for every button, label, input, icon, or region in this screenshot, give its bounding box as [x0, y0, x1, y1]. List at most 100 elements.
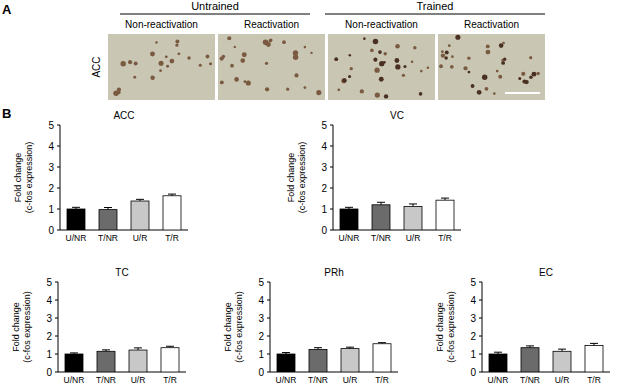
- cell-nucleus: [529, 56, 532, 59]
- micrograph: [328, 34, 435, 100]
- x-tick-label: U/R: [555, 375, 570, 385]
- y-axis-label-line: Fold change: [286, 153, 296, 203]
- y-tick-label: 2: [48, 183, 54, 194]
- x-tick-label: T/NR: [96, 375, 116, 385]
- y-tick: [267, 300, 270, 301]
- cell-nucleus: [199, 64, 202, 67]
- y-tick-label: 5: [321, 120, 327, 131]
- chart-title: ACC: [113, 110, 134, 121]
- cell-nucleus: [150, 76, 154, 80]
- cell-nucleus: [518, 77, 521, 80]
- bar-chart: ECFold change(c-fos expression)012345U/N…: [435, 267, 611, 385]
- y-axis-label-line: Fold change: [13, 153, 23, 203]
- error-cap: [314, 347, 322, 348]
- y-axis-label: Fold change(c-fos expression): [223, 291, 244, 363]
- cell-nucleus: [363, 37, 366, 40]
- y-tick: [57, 209, 60, 210]
- y-tick: [330, 209, 333, 210]
- x-tick-label: T/R: [163, 375, 177, 385]
- x-tick-label: U/NR: [488, 375, 509, 385]
- y-tick: [479, 300, 482, 301]
- cell-nucleus: [413, 46, 417, 50]
- y-tick: [479, 282, 482, 283]
- bar-chart: ACCFold change(c-fos expression)012345U/…: [13, 110, 189, 243]
- cell-nucleus: [209, 62, 212, 65]
- cell-nucleus: [373, 58, 377, 62]
- error-cap: [526, 345, 534, 346]
- cell-nucleus: [187, 56, 191, 60]
- bar-chart: PRhFold change(c-fos expression)012345U/…: [223, 267, 399, 385]
- y-axis-label-line: (c-fos expression): [446, 291, 456, 363]
- cell-nucleus: [455, 35, 460, 40]
- cell-nucleus: [303, 86, 306, 89]
- x-tick-label: U/NR: [276, 375, 297, 385]
- cell-nucleus: [165, 55, 168, 58]
- micrograph: [108, 34, 215, 100]
- cell-nucleus: [128, 60, 132, 64]
- cell-nucleus: [341, 78, 346, 83]
- cell-nucleus: [445, 50, 449, 54]
- cell-nucleus: [477, 90, 482, 95]
- cell-nucleus: [383, 52, 387, 56]
- cell-nucleus: [316, 90, 321, 95]
- error-cap: [494, 352, 502, 353]
- bar: [163, 196, 181, 230]
- x-tick-label: U/R: [406, 233, 421, 243]
- y-tick: [479, 354, 482, 355]
- x-tick-label: U/NR: [64, 375, 85, 385]
- y-tick-label: 3: [46, 313, 52, 324]
- cell-nucleus: [175, 44, 178, 47]
- x-tick-label: U/NR: [66, 233, 87, 243]
- cell-nucleus: [419, 92, 423, 96]
- y-axis: [482, 282, 483, 372]
- y-tick: [267, 282, 270, 283]
- condition-label: Non-reactivation: [125, 19, 198, 30]
- y-tick: [57, 167, 60, 168]
- cell-nucleus: [246, 80, 251, 85]
- cell-nucleus: [486, 50, 491, 55]
- bar-chart: VCFold change(c-fos expression)012345U/N…: [286, 110, 462, 243]
- scale-bar: [505, 92, 540, 94]
- x-tick-label: U/R: [343, 375, 358, 385]
- cell-nucleus: [282, 40, 286, 44]
- cell-nucleus: [342, 78, 346, 82]
- cell-nucleus: [503, 58, 506, 61]
- marks: [340, 198, 454, 230]
- cell-nucleus: [265, 62, 268, 65]
- y-tick: [330, 230, 333, 231]
- y-axis-label-line: (c-fos expression): [234, 291, 244, 363]
- y-tick-label: 0: [470, 367, 476, 378]
- y-tick-label: 2: [321, 183, 327, 194]
- bar: [129, 350, 147, 372]
- cell-nucleus: [501, 61, 505, 65]
- y-tick: [330, 167, 333, 168]
- cell-nucleus: [370, 49, 374, 53]
- x-tick-label: T/NR: [371, 233, 391, 243]
- y-axis: [58, 282, 59, 372]
- bar: [99, 210, 117, 230]
- cell-nucleus: [403, 65, 406, 68]
- cell-nucleus: [536, 72, 539, 75]
- y-tick: [55, 354, 58, 355]
- x-tick-label: T/R: [587, 375, 601, 385]
- cell-nucleus: [240, 58, 245, 63]
- error-cap: [72, 207, 80, 208]
- cell-nucleus: [531, 72, 536, 77]
- y-tick: [267, 372, 270, 373]
- chart-title: PRh: [324, 267, 343, 278]
- marks: [277, 343, 391, 372]
- cell-nucleus: [374, 68, 379, 73]
- y-tick: [479, 336, 482, 337]
- error-cap: [70, 352, 78, 353]
- y-tick: [330, 188, 333, 189]
- marks: [67, 194, 181, 230]
- x-tick-label: U/NR: [339, 233, 360, 243]
- cell-nucleus: [450, 65, 454, 69]
- y-tick-label: 0: [48, 225, 54, 236]
- cell-nucleus: [395, 64, 400, 69]
- cell-nucleus: [120, 61, 125, 66]
- cell-nucleus: [150, 52, 155, 57]
- error-cap: [378, 342, 386, 343]
- cell-nucleus: [468, 71, 471, 74]
- cell-nucleus: [373, 39, 379, 45]
